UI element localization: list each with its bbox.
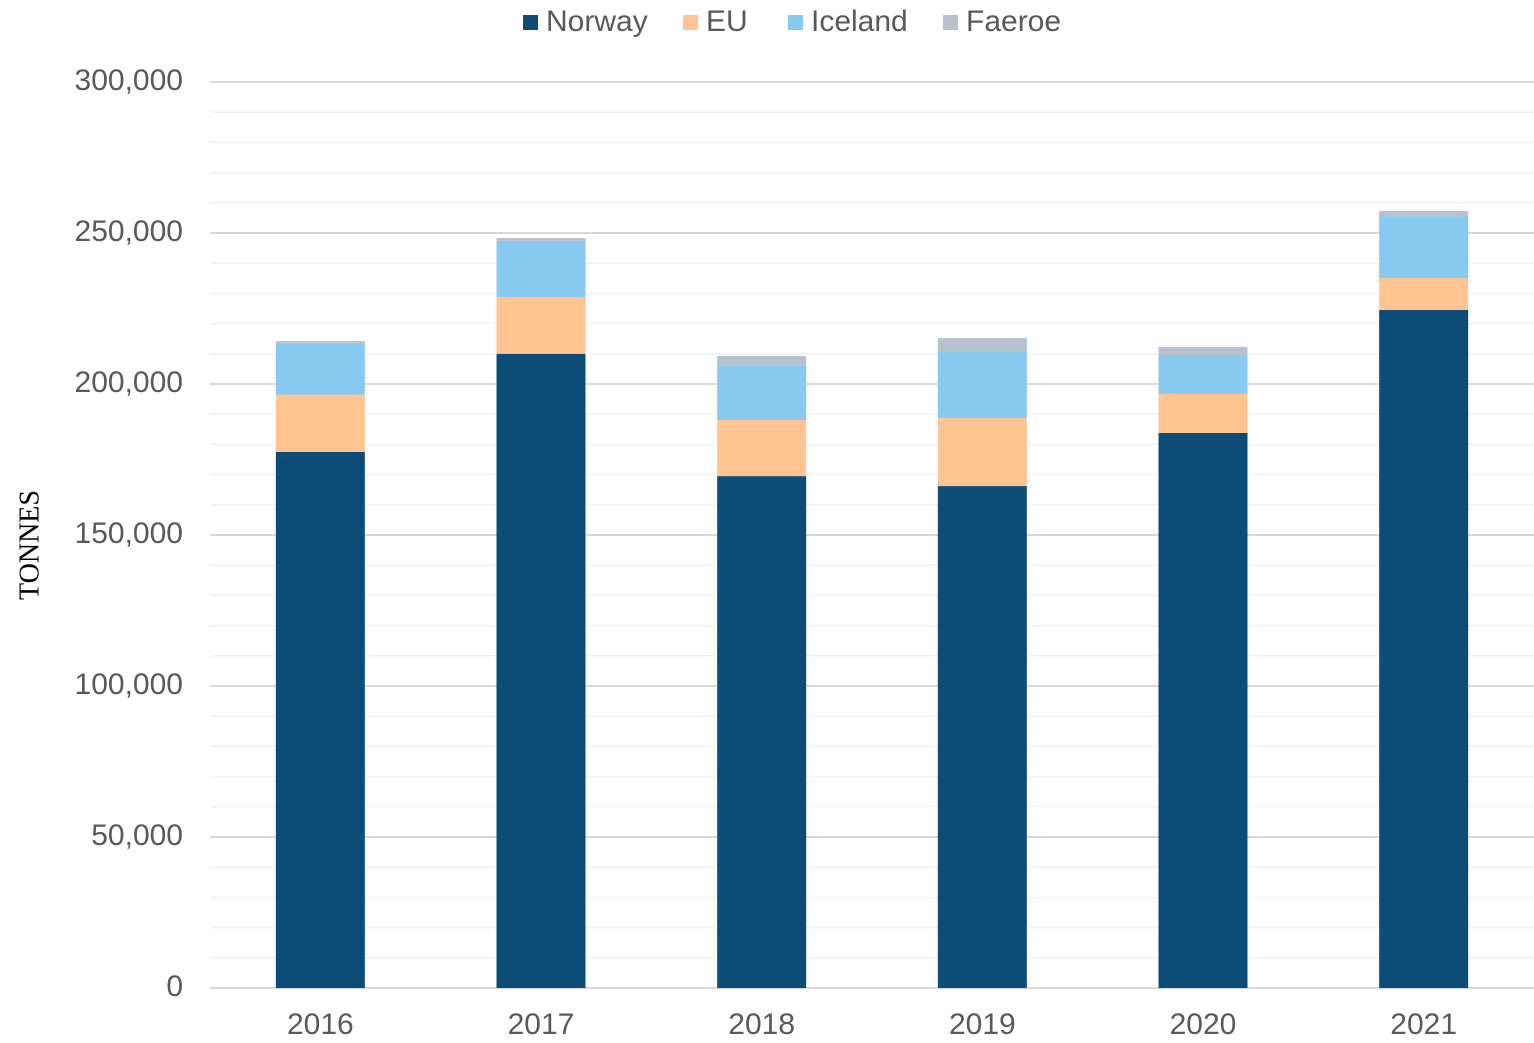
bar-segment <box>717 365 807 420</box>
y-tick-label: 200,000 <box>75 366 183 399</box>
x-tick-label: 2021 <box>1390 1008 1457 1041</box>
bar-segment <box>937 486 1027 988</box>
bar-segment <box>937 351 1027 419</box>
bar-segment <box>496 238 586 241</box>
x-tick-label: 2017 <box>508 1008 575 1041</box>
y-tick-label: 0 <box>166 970 183 1003</box>
legend-swatch <box>788 15 803 30</box>
x-tick-label: 2020 <box>1170 1008 1237 1041</box>
legend-label: EU <box>706 5 748 38</box>
x-tick-label: 2019 <box>949 1008 1016 1041</box>
bar-segment <box>275 451 365 988</box>
bar-segment <box>496 353 586 988</box>
y-tick-label: 250,000 <box>75 215 183 248</box>
legend-label: Faeroe <box>966 5 1061 38</box>
bar-segment <box>1379 216 1469 278</box>
legend-label: Norway <box>546 5 648 38</box>
legend-swatch <box>943 15 958 30</box>
bar-segment <box>275 341 365 344</box>
x-tick-label: 2018 <box>728 1008 795 1041</box>
y-tick-label: 300,000 <box>75 64 183 97</box>
bar-segment <box>1379 277 1469 311</box>
y-tick-label: 50,000 <box>91 819 183 852</box>
x-tick-label: 2016 <box>287 1008 354 1041</box>
legend-label: Iceland <box>811 5 908 38</box>
bar-segment <box>496 297 586 354</box>
bar-segment <box>1158 432 1248 988</box>
bar-segment <box>717 476 807 988</box>
bar-segment <box>937 338 1027 352</box>
y-tick-label: 100,000 <box>75 668 183 701</box>
bar-segment <box>717 419 807 477</box>
bar-segment <box>1379 310 1469 988</box>
legend-swatch <box>683 15 698 30</box>
y-tick-label: 150,000 <box>75 517 183 550</box>
bar-segment <box>1158 393 1248 433</box>
bar-segment <box>496 240 586 298</box>
bar-segment <box>1158 355 1248 394</box>
bar-segment <box>275 394 365 452</box>
bar-segment <box>937 418 1027 487</box>
bar-segment <box>717 355 807 366</box>
y-axis-label: TONNES <box>14 490 45 600</box>
bar-segment <box>1379 210 1469 217</box>
bar-segment <box>275 343 365 395</box>
legend-swatch <box>523 15 538 30</box>
bar-segment <box>1158 346 1248 356</box>
